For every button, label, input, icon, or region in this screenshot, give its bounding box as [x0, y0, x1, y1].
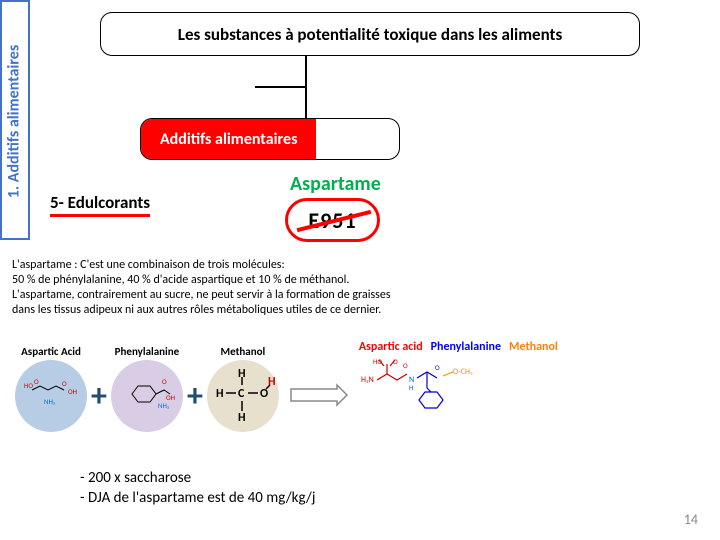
- svg-text:O: O: [393, 358, 398, 366]
- title-text: Les substances à potentialité toxique da…: [178, 24, 562, 45]
- molecule-aspartic: Aspartic Acid HO O O OH NH₂: [15, 345, 87, 432]
- para-line-1: L'aspartame : C'est une combinaison de t…: [12, 258, 562, 273]
- aspartame-label: Aspartame: [290, 172, 381, 196]
- side-tab: 1. Additifs alimentaires: [0, 0, 30, 240]
- svg-text:H: H: [216, 387, 224, 401]
- aspartame-structure-icon: H₂N HO O O N H O O-CH₃: [359, 358, 569, 438]
- aspartame-product: Aspartic acid Phenylalanine Methanol H₂N…: [359, 334, 705, 443]
- svg-text:H₂N: H₂N: [361, 375, 374, 385]
- molecule-phe-circle: O OH NH₂: [111, 360, 183, 432]
- molecule-phe-label: Phenylalanine: [111, 345, 183, 358]
- plus-icon-2: +: [187, 362, 203, 415]
- product-met-label: Methanol: [509, 340, 558, 354]
- product-phe-label: Phenylalanine: [431, 340, 501, 354]
- molecule-phenylalanine: Phenylalanine O OH NH₂: [111, 345, 183, 432]
- bullet-list: - 200 x saccharose - DJA de l'aspartame …: [80, 468, 315, 509]
- svg-text:H: H: [238, 411, 246, 425]
- molecules-row: Aspartic Acid HO O O OH NH₂ + Phenylalan…: [15, 328, 705, 448]
- svg-text:O: O: [435, 363, 440, 372]
- svg-text:H: H: [238, 367, 246, 381]
- svg-text:HO: HO: [24, 381, 33, 390]
- description-paragraph: L'aspartame : C'est une combinaison de t…: [12, 258, 562, 318]
- e-code-badge: E951: [285, 198, 380, 242]
- edulcorants-heading: 5- Edulcorants: [50, 192, 150, 217]
- svg-text:O: O: [403, 361, 408, 370]
- methanol-structure-icon: H C H H O H: [208, 367, 278, 425]
- svg-text:O: O: [162, 377, 167, 386]
- title-box: Les substances à potentialité toxique da…: [100, 12, 640, 56]
- svg-text:O: O: [62, 379, 67, 388]
- svg-text:NH₂: NH₂: [44, 397, 56, 406]
- phenylalanine-structure-icon: O OH NH₂: [118, 374, 176, 418]
- reaction-arrow-icon: [289, 365, 349, 412]
- molecule-met-label: Methanol: [207, 345, 279, 358]
- e-code-text: E951: [308, 207, 356, 234]
- page-number: 14: [684, 511, 698, 528]
- bullet-2: - DJA de l'aspartame est de 40 mg/kg/j: [80, 488, 315, 508]
- svg-text:NH₂: NH₂: [158, 401, 170, 410]
- svg-text:C: C: [238, 387, 245, 401]
- side-tab-label: 1. Additifs alimentaires: [5, 22, 24, 222]
- molecule-methanol: Methanol H C H H O H: [207, 345, 279, 432]
- subtitle-box: Additifs alimentaires: [140, 118, 400, 160]
- para-line-2: 50 % de phénylalanine, 40 % d'acide aspa…: [12, 273, 562, 288]
- aspartic-structure-icon: HO O O OH NH₂: [22, 376, 80, 416]
- bullet-1: - 200 x saccharose: [80, 468, 315, 488]
- svg-text:OH: OH: [68, 387, 77, 396]
- subtitle-red-label: Additifs alimentaires: [141, 119, 316, 159]
- connector-line: [305, 56, 307, 118]
- para-line-3: L'aspartame, contrairement au sucre, ne …: [12, 288, 562, 303]
- product-asp-label: Aspartic acid: [359, 340, 423, 354]
- svg-text:HO: HO: [373, 358, 382, 366]
- svg-text:O-CH₃: O-CH₃: [453, 367, 473, 377]
- molecule-aspartic-circle: HO O O OH NH₂: [15, 360, 87, 432]
- svg-text:H: H: [409, 383, 413, 392]
- molecule-met-circle: H C H H O H: [207, 360, 279, 432]
- plus-icon-1: +: [91, 362, 107, 415]
- para-line-4: dans les tissus adipeux ni aux autres rô…: [12, 303, 562, 318]
- molecule-aspartic-label: Aspartic Acid: [15, 345, 87, 358]
- svg-text:O: O: [34, 377, 39, 386]
